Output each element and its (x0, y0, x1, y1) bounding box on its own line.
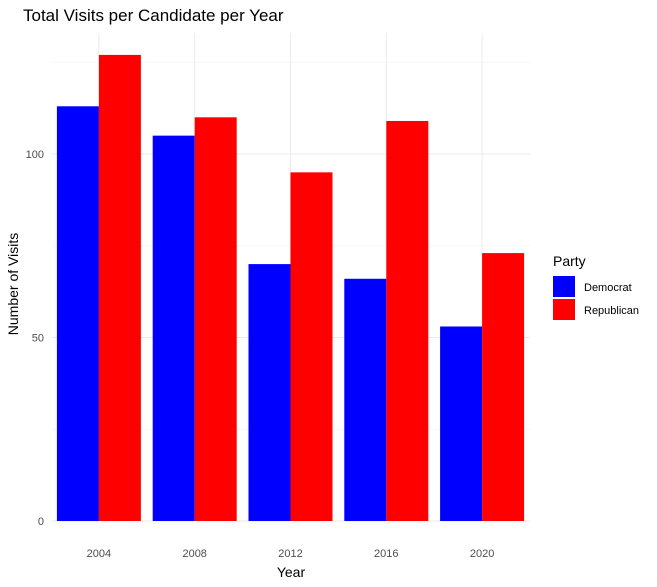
legend-key-republican (553, 299, 575, 320)
x-tick-label: 2020 (470, 548, 494, 560)
bar-republican-2020 (482, 253, 525, 521)
bar-republican-2008 (194, 117, 237, 522)
bar-republican-2012 (290, 172, 333, 521)
x-tick-label: 2016 (374, 548, 398, 560)
x-tick-label: 2012 (278, 548, 302, 560)
bars (56, 54, 525, 522)
legend-label-democrat: Democrat (584, 282, 632, 294)
x-tick-label: 2004 (87, 548, 111, 560)
y-tick-label: 100 (26, 149, 44, 161)
y-axis-title: Number of Visits (5, 233, 21, 335)
bar-republican-2004 (98, 54, 141, 521)
bar-democrat-2016 (344, 278, 387, 521)
chart-title: Total Visits per Candidate per Year (23, 6, 284, 25)
legend-key-democrat (553, 276, 575, 297)
x-axis-ticks: 2004 2008 2012 2016 2020 (87, 548, 495, 560)
bar-democrat-2008 (152, 135, 195, 521)
x-tick-label: 2008 (182, 548, 206, 560)
bar-democrat-2004 (56, 106, 99, 521)
bar-democrat-2012 (248, 264, 291, 521)
legend-label-republican: Republican (584, 305, 639, 317)
x-axis-title: Year (277, 564, 306, 580)
bar-democrat-2020 (440, 326, 483, 521)
y-tick-label: 50 (32, 333, 44, 345)
legend-title: Party (553, 253, 586, 269)
bar-republican-2016 (386, 120, 429, 521)
legend-items: Democrat Republican (553, 276, 639, 320)
legend: Party Democrat Republican (553, 253, 639, 320)
y-tick-label: 0 (38, 516, 44, 528)
y-axis-ticks: 0 50 100 (26, 149, 44, 528)
